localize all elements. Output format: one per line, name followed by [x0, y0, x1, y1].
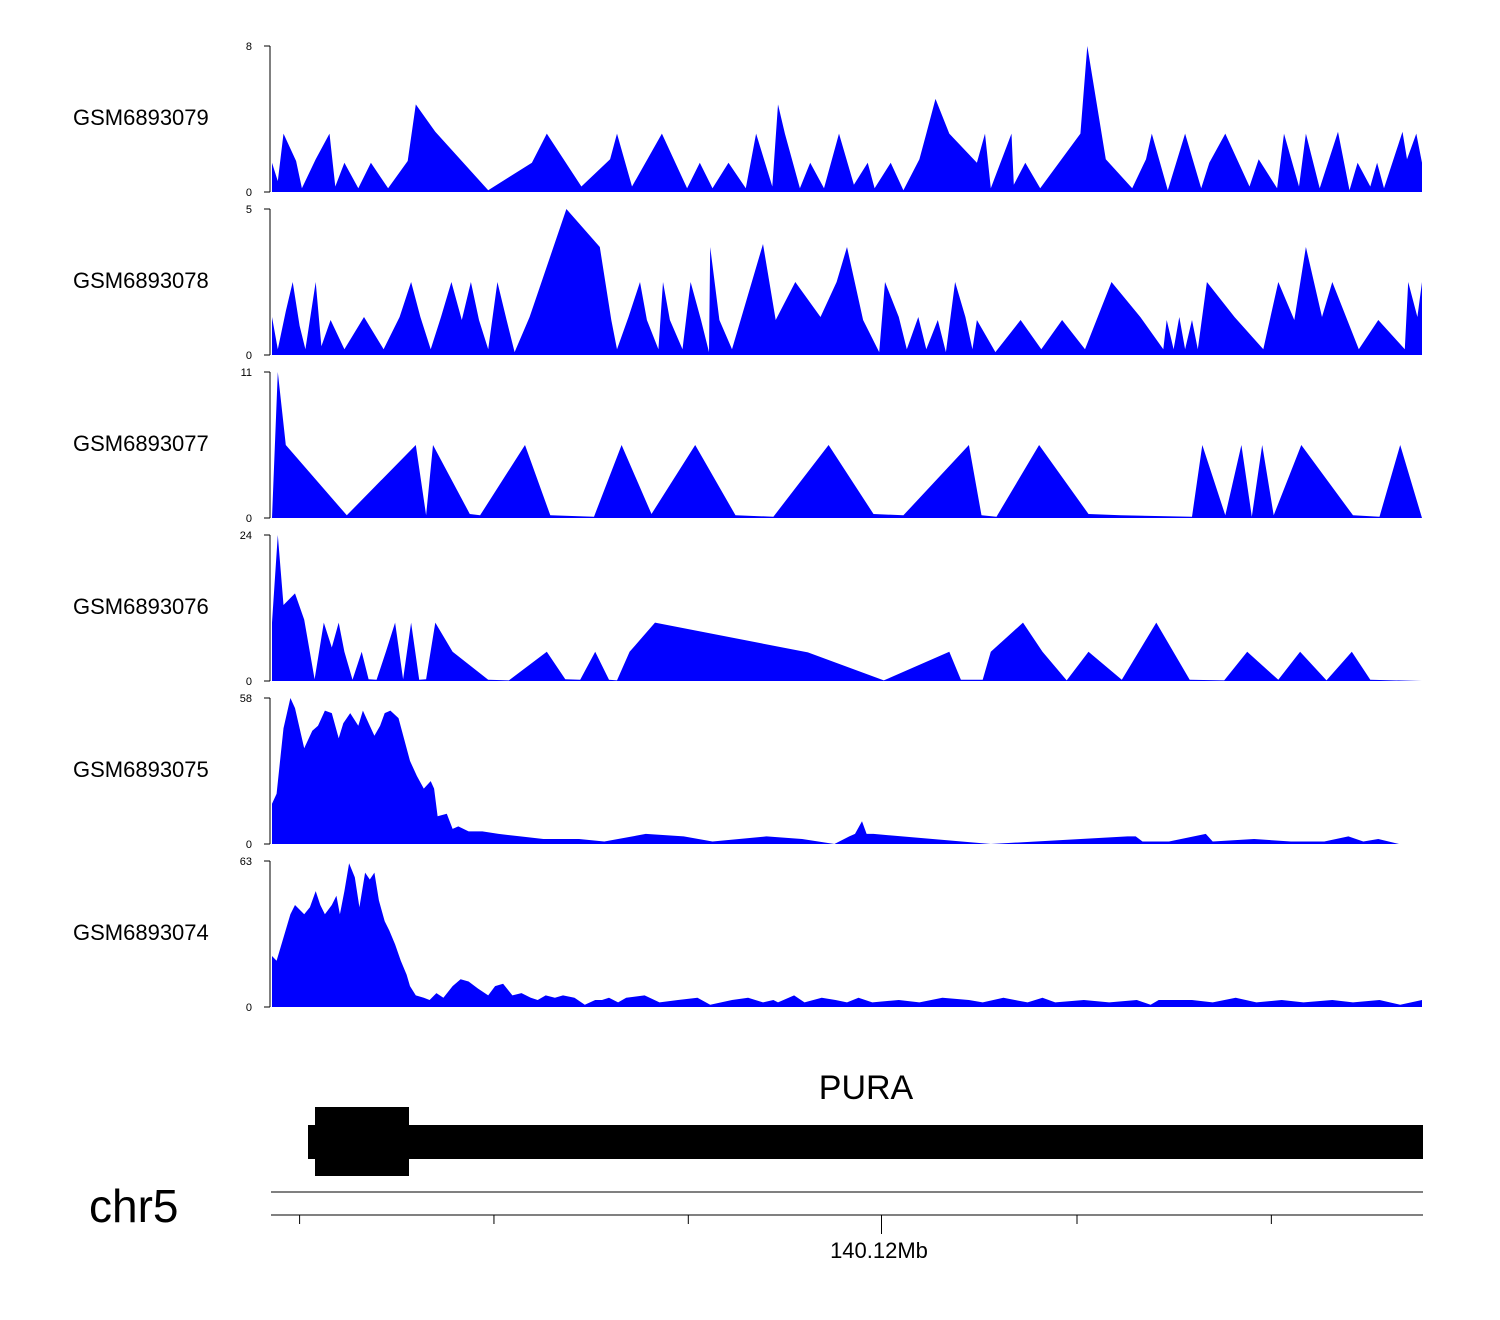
track-label: GSM6893078: [73, 268, 209, 293]
signal-area: [272, 698, 1422, 844]
track-label: GSM6893077: [73, 431, 209, 456]
track-y-min-label: 0: [246, 839, 252, 851]
axis-ticks: [299, 1215, 1272, 1234]
track-label: GSM6893079: [73, 105, 209, 130]
chromosome-label: chr5: [89, 1180, 178, 1232]
track-y-min-label: 0: [246, 350, 252, 362]
signal-tracks: GSM689307980GSM689307850GSM6893077110GSM…: [73, 41, 1422, 1014]
track-y-max-label: 5: [246, 204, 252, 216]
track-label: GSM6893076: [73, 594, 209, 619]
track-y-max-label: 63: [240, 856, 252, 868]
gene-exon-start: [308, 1125, 318, 1159]
signal-area: [272, 46, 1422, 192]
track-y-max-label: 58: [240, 693, 252, 705]
track-y-min-label: 0: [246, 513, 252, 525]
gene-cds-exon: [315, 1107, 409, 1176]
track-label: GSM6893074: [73, 920, 209, 945]
track-label: GSM6893075: [73, 757, 209, 782]
track-y-min-label: 0: [246, 676, 252, 688]
track-y-min-label: 0: [246, 1002, 252, 1014]
track-GSM6893078: GSM6893078 5 0: [73, 204, 1422, 362]
axis-major-tick-label: 140.12Mb: [830, 1238, 928, 1263]
track-y-max-label: 24: [240, 530, 252, 542]
gene-annotation-panel: PURA: [308, 1069, 1423, 1176]
track-GSM6893077: GSM6893077 11 0: [73, 367, 1422, 525]
track-GSM6893076: GSM6893076 24 0: [73, 530, 1422, 688]
signal-area: [272, 535, 1422, 681]
track-GSM6893079: GSM6893079 8 0: [73, 41, 1422, 199]
signal-area: [272, 209, 1422, 355]
gene-utr-body: [408, 1125, 1423, 1159]
track-y-min-label: 0: [246, 187, 252, 199]
gene-label: PURA: [819, 1069, 914, 1107]
genome-axis: chr5 140.12Mb: [89, 1180, 1423, 1263]
track-GSM6893074: GSM6893074 63 0: [73, 856, 1422, 1014]
signal-area: [272, 372, 1422, 518]
track-GSM6893075: GSM6893075 58 0: [73, 693, 1422, 851]
track-y-max-label: 8: [246, 41, 252, 53]
track-y-max-label: 11: [241, 367, 252, 379]
signal-area: [272, 863, 1422, 1007]
